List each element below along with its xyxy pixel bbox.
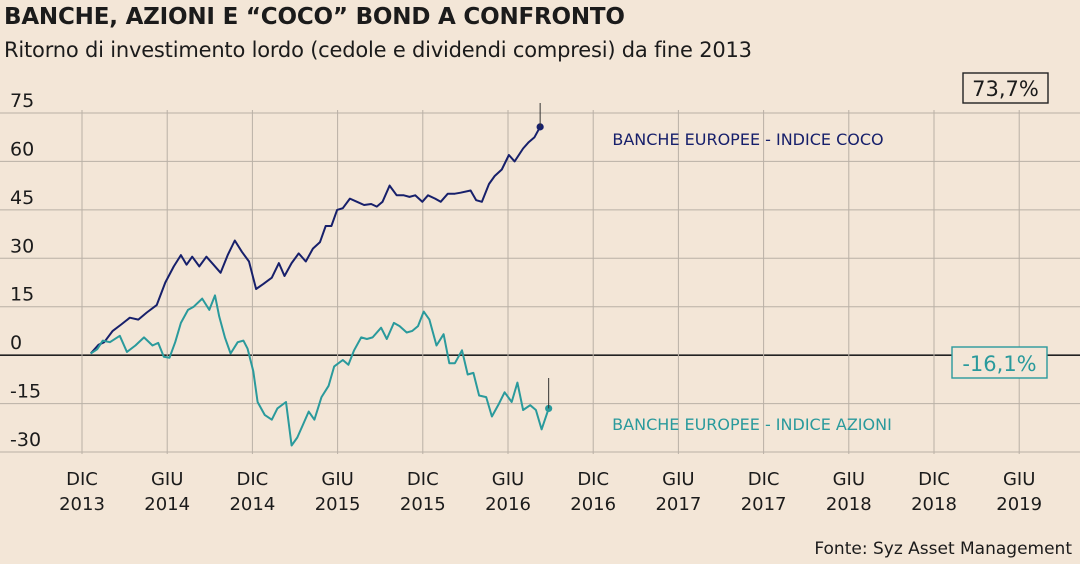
y-tick-label-1: 60 [10,138,34,160]
end-label-box-azioni [951,346,1048,379]
x-tick-label-8: DIC 2017 [741,469,787,515]
x-tick-label-5: GIU 2016 [485,469,531,515]
x-tick-label-1: GIU 2014 [144,469,190,515]
chart-title: BANCHE, AZIONI E “COCO” BOND A CONFRONTO [4,4,625,30]
source-note: Fonte: Syz Asset Management [814,539,1072,559]
series-line-azioni [90,294,550,447]
x-tick-label-9: GIU 2018 [826,469,872,515]
end-label-box-coco [962,72,1049,104]
x-tick-label-6: DIC 2016 [570,469,616,515]
end-label-azioni: -16,1% [962,352,1036,376]
x-tick-label-3: GIU 2015 [315,469,361,515]
x-axis-ticks: DIC 2013 GIU 2014 DIC 2014 GIU 2015 DIC 2015 GIU 20… [59,469,1042,515]
series-name-azioni: BANCHE EUROPEE - INDICE AZIONI [612,415,892,434]
x-tick-label-10: DIC 2018 [911,469,957,515]
series-name-coco: BANCHE EUROPEE - INDICE COCO [612,130,883,149]
x-tick-label-2: DIC 2014 [229,469,275,515]
end-label-coco: 73,7% [972,77,1039,101]
series-line-coco [89,126,541,355]
y-tick-label-3: 30 [10,235,34,257]
series-lines [89,123,553,447]
y-tick-label-0: 75 [10,90,34,112]
y-tick-label-4: 15 [10,284,34,306]
x-tick-label-7: GIU 2017 [655,469,701,515]
grid-lines [0,110,1080,454]
x-tick-label-11: GIU 2019 [996,469,1042,515]
y-tick-label-6: -15 [10,381,41,403]
x-tick-label-0: DIC 2013 [59,469,105,515]
y-axis-ticks: 75 60 45 30 15 0 -15 -30 [10,90,41,451]
series-labels: BANCHE EUROPEE - INDICE COCO 73,7% BANCHE … [539,72,1049,434]
x-tick-label-4: DIC 2015 [400,469,446,515]
y-tick-label-2: 45 [10,187,34,209]
chart-subtitle: Ritorno di investimento lordo (cedole e … [4,38,752,62]
y-tick-label-5: 0 [10,332,22,354]
y-tick-label-7: -30 [10,429,41,451]
